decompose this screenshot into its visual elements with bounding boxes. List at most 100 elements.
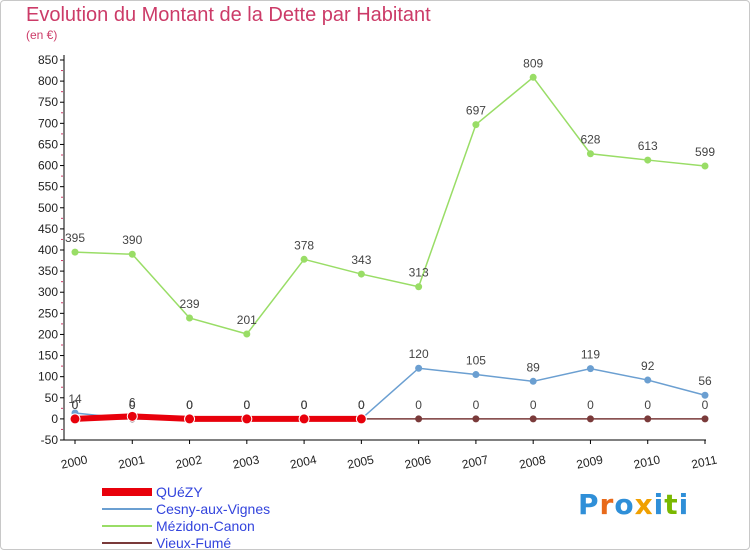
data-point [415, 415, 423, 423]
y-tick-label: 100 [38, 370, 58, 384]
x-tick-label: 2005 [346, 452, 375, 471]
data-point [69, 413, 81, 425]
y-tick-label: 300 [38, 285, 58, 299]
data-point [586, 365, 594, 373]
x-tick-label: 2002 [174, 452, 203, 471]
data-label: 0 [702, 398, 709, 412]
data-label: 0 [72, 398, 79, 412]
legend-label: Mézidon-Canon [156, 518, 255, 534]
data-label: 89 [527, 360, 541, 374]
data-point [71, 248, 79, 256]
data-label: 628 [580, 133, 600, 147]
y-tick-label: 800 [38, 74, 58, 88]
data-label: 0 [186, 398, 193, 412]
data-point [529, 415, 537, 423]
data-label: 378 [294, 238, 314, 252]
data-label: 0 [301, 398, 308, 412]
legend-label: Cesny-aux-Vignes [156, 501, 270, 517]
y-tick-label: 850 [38, 53, 58, 67]
y-tick-label: 600 [38, 159, 58, 173]
data-label: 6 [129, 395, 136, 409]
data-label: 0 [473, 398, 480, 412]
y-tick-label: -50 [41, 433, 59, 447]
data-point [355, 413, 367, 425]
y-tick-label: 700 [38, 116, 58, 130]
data-point [472, 121, 480, 129]
y-tick-label: 50 [45, 391, 59, 405]
data-point [357, 270, 365, 278]
x-tick-label: 2009 [575, 452, 604, 471]
y-tick-label: 550 [38, 180, 58, 194]
x-tick-label: 2007 [461, 452, 490, 471]
data-label: 390 [122, 233, 142, 247]
chart-title: Evolution du Montant de la Dette par Hab… [26, 4, 431, 26]
data-label: 239 [180, 297, 200, 311]
data-point [126, 410, 138, 422]
data-point [472, 415, 480, 423]
legend-label: QUéZY [156, 484, 203, 500]
y-tick-label: 750 [38, 95, 58, 109]
data-point [243, 330, 251, 338]
data-label: 0 [186, 398, 193, 412]
data-label: 0 [72, 398, 79, 412]
series-line [74, 413, 362, 422]
y-tick-label: 0 [51, 412, 58, 426]
data-label: 343 [351, 253, 371, 267]
data-point [128, 250, 136, 258]
data-label: 0 [301, 398, 308, 412]
data-point [415, 283, 423, 291]
data-point [472, 371, 480, 379]
series-line [74, 76, 706, 335]
data-label: 0 [358, 398, 365, 412]
data-label: 120 [409, 347, 429, 361]
data-point [644, 415, 652, 423]
x-tick-label: 2006 [403, 452, 432, 471]
data-point [184, 413, 196, 425]
legend-label: Vieux-Fumé [156, 535, 231, 550]
data-label: 56 [698, 374, 712, 388]
data-label: 697 [466, 104, 486, 118]
y-tick-label: 150 [38, 349, 58, 363]
data-label: 14 [68, 392, 82, 406]
y-tick-label: 400 [38, 243, 58, 257]
data-point [415, 364, 423, 372]
data-label: 0 [301, 398, 308, 412]
data-point [644, 376, 652, 384]
data-label: 0 [644, 398, 651, 412]
data-point [586, 150, 594, 158]
data-label: 0 [358, 398, 365, 412]
data-label: 0 [415, 398, 422, 412]
data-label: 313 [409, 266, 429, 280]
data-point [644, 156, 652, 164]
y-tick-label: 450 [38, 222, 58, 236]
y-tick-label: 200 [38, 327, 58, 341]
x-tick-label: 2004 [289, 452, 318, 471]
x-tick-label: 2003 [231, 452, 260, 471]
data-label: 0 [129, 398, 136, 412]
data-point [701, 162, 709, 170]
data-label: 0 [243, 398, 250, 412]
data-label: 92 [641, 359, 655, 373]
data-label: 0 [530, 398, 537, 412]
data-label: 201 [237, 313, 257, 327]
x-tick-label: 2000 [60, 452, 89, 471]
data-label: 0 [243, 398, 250, 412]
data-label: 0 [243, 398, 250, 412]
y-tick-label: 250 [38, 306, 58, 320]
chart-subtitle: (en €) [26, 28, 58, 42]
data-point [298, 413, 310, 425]
data-label: 599 [695, 145, 715, 159]
x-tick-label: 2001 [117, 452, 146, 471]
data-point [701, 415, 709, 423]
data-label: 0 [186, 398, 193, 412]
data-label: 119 [581, 348, 600, 362]
data-point [701, 391, 709, 399]
data-label: 0 [358, 398, 365, 412]
x-tick-label: 2010 [632, 452, 661, 471]
data-label: 0 [587, 398, 594, 412]
data-label: 0 [129, 398, 136, 412]
y-tick-label: 650 [38, 137, 58, 151]
data-label: 613 [638, 139, 658, 153]
data-label: 809 [523, 56, 543, 70]
